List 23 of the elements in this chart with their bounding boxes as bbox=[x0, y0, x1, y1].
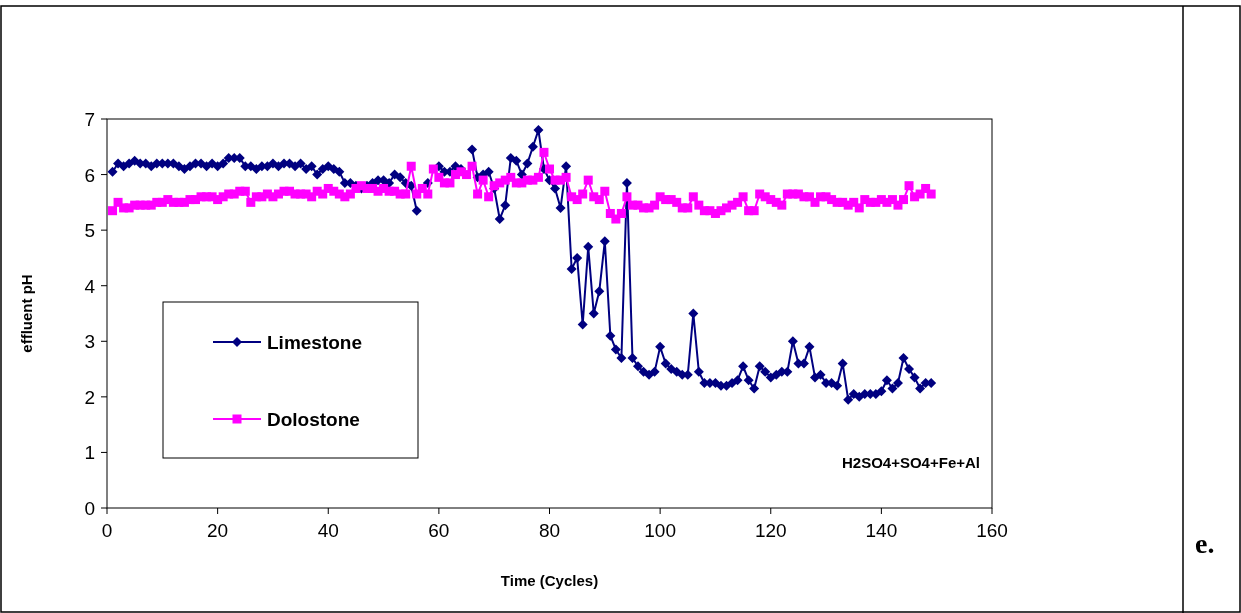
y-tick-label: 1 bbox=[84, 442, 95, 464]
y-tick-label: 6 bbox=[84, 164, 95, 186]
x-tick-label: 60 bbox=[428, 520, 450, 541]
y-tick-label: 4 bbox=[84, 275, 96, 297]
y-tick-label: 3 bbox=[84, 331, 95, 353]
y-tick-label: 7 bbox=[84, 109, 95, 130]
x-tick-label: 100 bbox=[644, 520, 676, 541]
x-tick-label: 140 bbox=[865, 520, 898, 541]
x-tick-label: 0 bbox=[101, 520, 113, 541]
x-axis-title: Time (Cycles) bbox=[500, 572, 599, 589]
y-axis-title: effluent pH bbox=[18, 274, 35, 353]
x-tick-label: 40 bbox=[317, 520, 339, 541]
x-tick-label: 120 bbox=[754, 520, 787, 541]
annotation: H2SO4+SO4+Fe+Al bbox=[842, 454, 980, 471]
text: e. bbox=[1195, 528, 1215, 559]
legend-label: Limestone bbox=[267, 332, 363, 353]
x-tick-label: 20 bbox=[207, 520, 229, 541]
y-tick-label: 5 bbox=[84, 220, 95, 242]
y-tick-label: 0 bbox=[84, 498, 95, 519]
legend-label: Dolostone bbox=[267, 409, 360, 430]
x-tick-label: 80 bbox=[538, 520, 561, 541]
x-tick-label: 160 bbox=[976, 520, 1008, 541]
y-tick-label: 2 bbox=[84, 386, 95, 408]
